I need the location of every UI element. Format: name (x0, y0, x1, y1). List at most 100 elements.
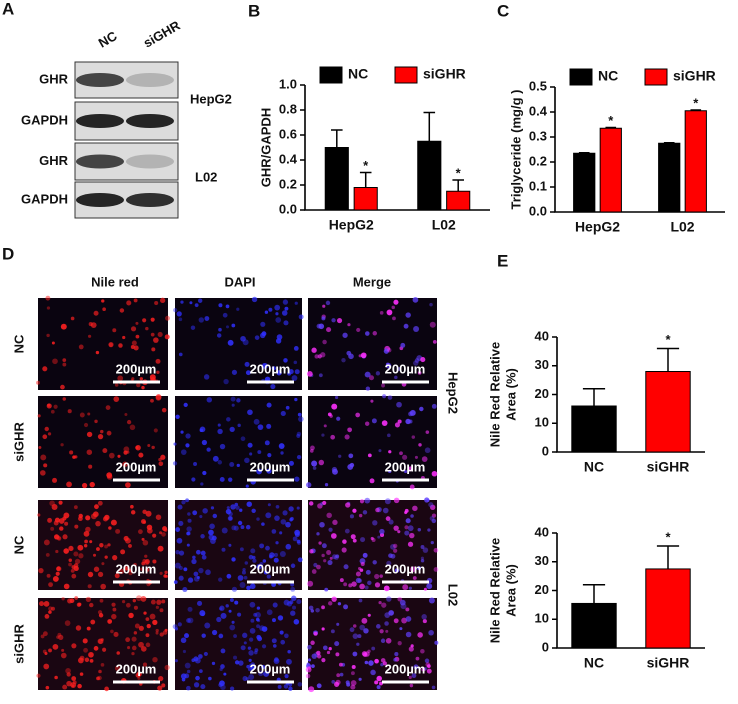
cell (94, 419, 98, 424)
cell (421, 614, 427, 620)
cell (392, 316, 396, 321)
cell (79, 672, 84, 676)
cell (256, 606, 261, 610)
cell (405, 312, 411, 318)
cell (200, 534, 205, 539)
y-tick-label: 30 (535, 357, 549, 372)
cell (79, 412, 85, 418)
y-tick-label: 0.5 (529, 78, 547, 93)
cell (77, 657, 84, 664)
cell (130, 326, 137, 332)
blot-row-label: GHR (39, 153, 69, 168)
cell (222, 312, 228, 318)
cell (209, 523, 215, 530)
cell (48, 610, 52, 614)
cell (178, 575, 184, 581)
cell (164, 628, 168, 632)
cell (111, 602, 116, 607)
cell (379, 574, 383, 578)
cell (55, 571, 60, 576)
cell (292, 605, 297, 610)
cell (173, 442, 177, 446)
cell (42, 631, 48, 637)
cell (52, 477, 58, 483)
y-axis-label: Triglyceride (mg/g ) (508, 90, 523, 210)
cell (63, 512, 70, 519)
cell (186, 669, 191, 674)
bar (599, 127, 622, 213)
blot-band (126, 154, 174, 169)
cell (157, 331, 163, 338)
cell (429, 302, 433, 307)
cell (271, 529, 277, 534)
cell (347, 323, 351, 327)
cell (159, 571, 163, 575)
cell (307, 666, 311, 670)
cell (242, 632, 248, 638)
cell (322, 304, 326, 308)
cell (379, 681, 383, 686)
blot-band (76, 193, 124, 207)
cell (293, 619, 300, 625)
cell (202, 508, 208, 514)
cell (363, 628, 369, 634)
cell (43, 463, 48, 468)
cell (150, 332, 155, 337)
cell (46, 306, 51, 310)
cell (51, 504, 58, 510)
cell (133, 345, 139, 351)
cell (273, 552, 279, 557)
cell (397, 530, 401, 534)
cell (202, 470, 207, 476)
cell (81, 482, 88, 489)
cell (49, 500, 55, 507)
cell (129, 424, 136, 431)
cell (343, 604, 349, 610)
x-tick-label: siGHR (647, 655, 690, 671)
cell (104, 555, 108, 559)
cell (47, 432, 52, 436)
cell (93, 566, 100, 572)
cell (290, 516, 294, 521)
cell (216, 333, 222, 338)
cell (87, 571, 94, 578)
cell (380, 658, 386, 663)
cell (403, 469, 408, 474)
cell (211, 661, 216, 666)
cell (134, 623, 140, 629)
cell (96, 676, 100, 681)
cell (374, 680, 379, 685)
cell (297, 682, 303, 687)
cell (270, 383, 276, 390)
cell (260, 664, 266, 670)
cell (296, 454, 302, 460)
cell (410, 514, 414, 518)
cell (294, 532, 300, 538)
cell (174, 659, 178, 663)
cell (125, 482, 131, 488)
cell (256, 624, 260, 629)
y-tick-label: 0.6 (279, 126, 297, 141)
cell (378, 449, 382, 453)
bar (324, 147, 349, 211)
cell (429, 321, 436, 328)
cell (145, 510, 152, 517)
cell (331, 403, 338, 410)
cell (53, 404, 58, 409)
cell (89, 658, 94, 663)
cell (370, 536, 374, 541)
cell (381, 602, 387, 608)
blot-band (126, 114, 174, 128)
cell (233, 525, 239, 531)
cell (428, 597, 435, 604)
image-row-label: NC (11, 334, 26, 353)
cell (290, 610, 296, 616)
cell (198, 567, 204, 574)
cell (433, 547, 439, 553)
cell (375, 371, 381, 376)
cell (425, 662, 431, 668)
cell (311, 653, 318, 659)
cell (360, 537, 366, 543)
cell (350, 534, 356, 540)
cell (364, 331, 370, 336)
